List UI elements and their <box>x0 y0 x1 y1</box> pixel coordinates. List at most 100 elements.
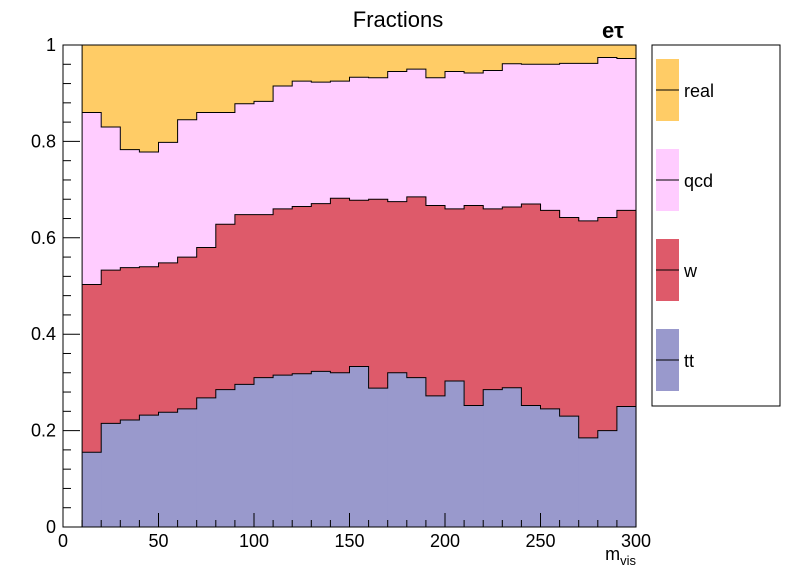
x-tick-label: 150 <box>334 531 364 551</box>
y-tick-label: 0.4 <box>31 324 56 344</box>
legend-item-qcd: qcd <box>656 149 713 211</box>
bin-tt-8 <box>234 384 255 527</box>
bin-real-20 <box>464 45 484 73</box>
bin-qcd-25 <box>559 63 580 218</box>
bin-qcd-2 <box>120 149 140 268</box>
bin-w-14 <box>349 200 370 367</box>
bin-real-18 <box>425 45 446 78</box>
bin-w-1 <box>101 270 121 424</box>
bin-tt-3 <box>139 415 160 527</box>
bin-tt-11 <box>292 373 312 527</box>
bin-real-0 <box>82 45 102 113</box>
bin-qcd-7 <box>215 112 236 225</box>
outline-qcd <box>82 57 636 153</box>
bin-w-26 <box>578 220 599 438</box>
bin-tt-5 <box>177 408 198 527</box>
outline-tt <box>82 365 636 453</box>
bin-real-15 <box>368 45 389 78</box>
bin-w-12 <box>311 203 331 372</box>
bin-w-10 <box>273 208 293 376</box>
bin-tt-18 <box>425 395 446 527</box>
series-real <box>82 45 637 153</box>
bin-real-9 <box>254 45 274 102</box>
bin-w-27 <box>597 217 618 431</box>
y-tick-label: 0.6 <box>31 228 56 248</box>
bin-real-25 <box>559 45 580 64</box>
bin-real-3 <box>139 45 160 153</box>
bin-w-11 <box>292 206 312 374</box>
bin-tt-24 <box>540 408 561 527</box>
bin-qcd-22 <box>502 63 522 207</box>
bin-qcd-19 <box>445 71 465 209</box>
bin-real-1 <box>101 45 121 127</box>
bin-real-14 <box>349 45 370 78</box>
x-tick-label: 250 <box>525 531 555 551</box>
legend-label: w <box>683 261 698 281</box>
bin-qcd-3 <box>139 152 160 267</box>
bin-w-24 <box>540 210 561 409</box>
bin-qcd-10 <box>273 85 293 209</box>
bin-tt-22 <box>502 387 522 527</box>
bin-qcd-0 <box>82 112 102 285</box>
bin-qcd-18 <box>425 77 446 206</box>
bin-qcd-28 <box>616 58 637 211</box>
bin-real-6 <box>196 45 217 113</box>
bin-tt-16 <box>387 372 408 527</box>
bin-qcd-6 <box>196 112 217 248</box>
bin-tt-2 <box>120 419 140 527</box>
bin-w-5 <box>177 257 198 409</box>
bin-tt-27 <box>597 430 618 527</box>
bin-real-7 <box>215 45 236 113</box>
bin-qcd-17 <box>406 69 427 197</box>
bin-w-7 <box>215 224 236 390</box>
y-tick-label: 0.8 <box>31 131 56 151</box>
bin-w-9 <box>254 214 274 378</box>
bin-qcd-8 <box>234 103 255 215</box>
bin-qcd-4 <box>158 142 179 263</box>
bin-w-19 <box>445 208 465 381</box>
bin-qcd-16 <box>387 71 408 202</box>
bin-tt-1 <box>101 423 121 527</box>
bin-w-2 <box>120 267 140 420</box>
bin-real-2 <box>120 45 140 150</box>
legend-label: tt <box>684 351 694 371</box>
axes: 0 50 100 150 200 250 300 0 0.2 0.4 0.6 0.8 1 <box>31 35 651 551</box>
legend-label: real <box>684 81 714 101</box>
bin-tt-10 <box>273 375 293 527</box>
legend-item-real: real <box>656 59 714 121</box>
bin-tt-12 <box>311 371 331 527</box>
chart-title: Fractions <box>353 7 443 32</box>
legend-label: qcd <box>684 171 713 191</box>
bin-w-23 <box>521 204 542 406</box>
bin-tt-13 <box>330 372 351 527</box>
bin-w-8 <box>234 214 255 385</box>
x-axis-label: mvis <box>605 544 636 568</box>
bin-real-4 <box>158 45 179 143</box>
bin-tt-28 <box>616 406 637 527</box>
bin-qcd-20 <box>464 72 484 206</box>
bin-real-13 <box>330 45 351 82</box>
bin-tt-26 <box>578 437 599 527</box>
y-tick-label: 0.2 <box>31 421 56 441</box>
bin-real-22 <box>502 45 522 64</box>
bin-w-16 <box>387 201 408 373</box>
bin-qcd-9 <box>254 101 274 215</box>
bin-qcd-12 <box>311 82 331 204</box>
bin-tt-21 <box>483 389 503 527</box>
bin-real-11 <box>292 45 312 82</box>
stacked-areas <box>82 45 637 527</box>
bin-w-28 <box>616 210 637 407</box>
y-tick-label: 1 <box>46 35 56 55</box>
bin-w-20 <box>464 205 484 406</box>
x-axis-label-sub: vis <box>620 553 636 568</box>
bin-real-21 <box>483 45 503 71</box>
bin-w-6 <box>196 247 217 398</box>
bin-qcd-13 <box>330 81 351 199</box>
bin-real-19 <box>445 45 465 72</box>
bin-qcd-24 <box>540 64 561 211</box>
series-qcd <box>82 57 637 285</box>
x-tick-label: 50 <box>148 531 168 551</box>
bin-real-10 <box>273 45 293 86</box>
legend-item-w: w <box>656 239 698 301</box>
bin-w-15 <box>368 199 389 389</box>
